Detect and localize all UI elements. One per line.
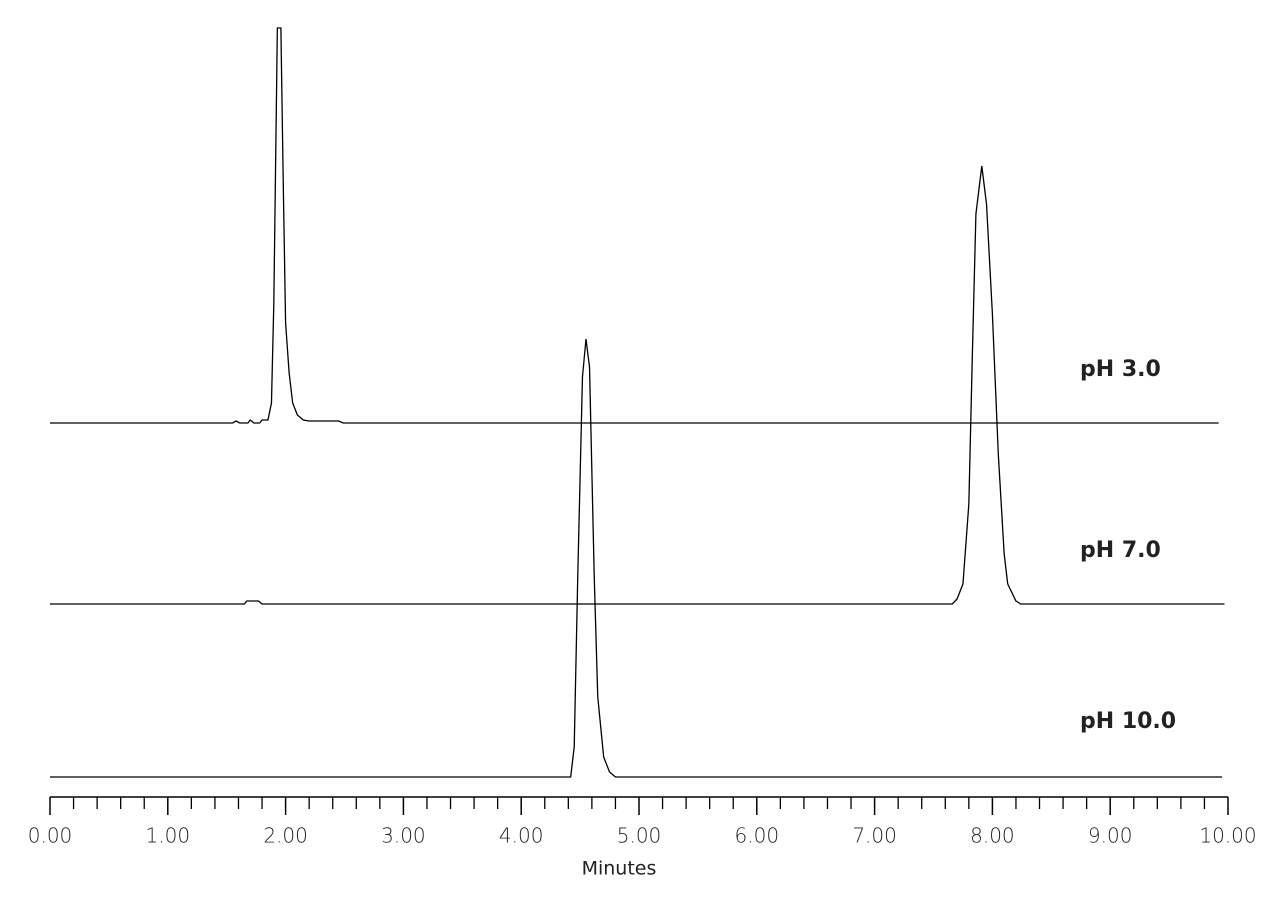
series-label: pH 7.0	[1080, 538, 1161, 563]
x-tick-label: 7.00	[852, 824, 897, 848]
x-tick-label: 10.00	[1199, 824, 1256, 848]
x-tick-label: 6.00	[735, 824, 780, 848]
x-tick-label: 9.00	[1088, 824, 1133, 848]
x-tick-label: 1.00	[146, 824, 191, 848]
x-tick-label: 8.00	[970, 824, 1015, 848]
series-label: pH 3.0	[1080, 357, 1161, 382]
x-tick-label: 4.00	[499, 824, 544, 848]
trace	[50, 338, 1223, 778]
x-tick-label: 0.00	[28, 824, 73, 848]
series-label: pH 10.0	[1080, 709, 1176, 734]
trace	[50, 165, 1225, 605]
trace	[50, 27, 1219, 424]
x-tick-label: 5.00	[617, 824, 662, 848]
x-tick-label: 3.00	[381, 824, 426, 848]
x-tick-label: 2.00	[263, 824, 308, 848]
x-axis-label: Minutes	[582, 858, 657, 880]
